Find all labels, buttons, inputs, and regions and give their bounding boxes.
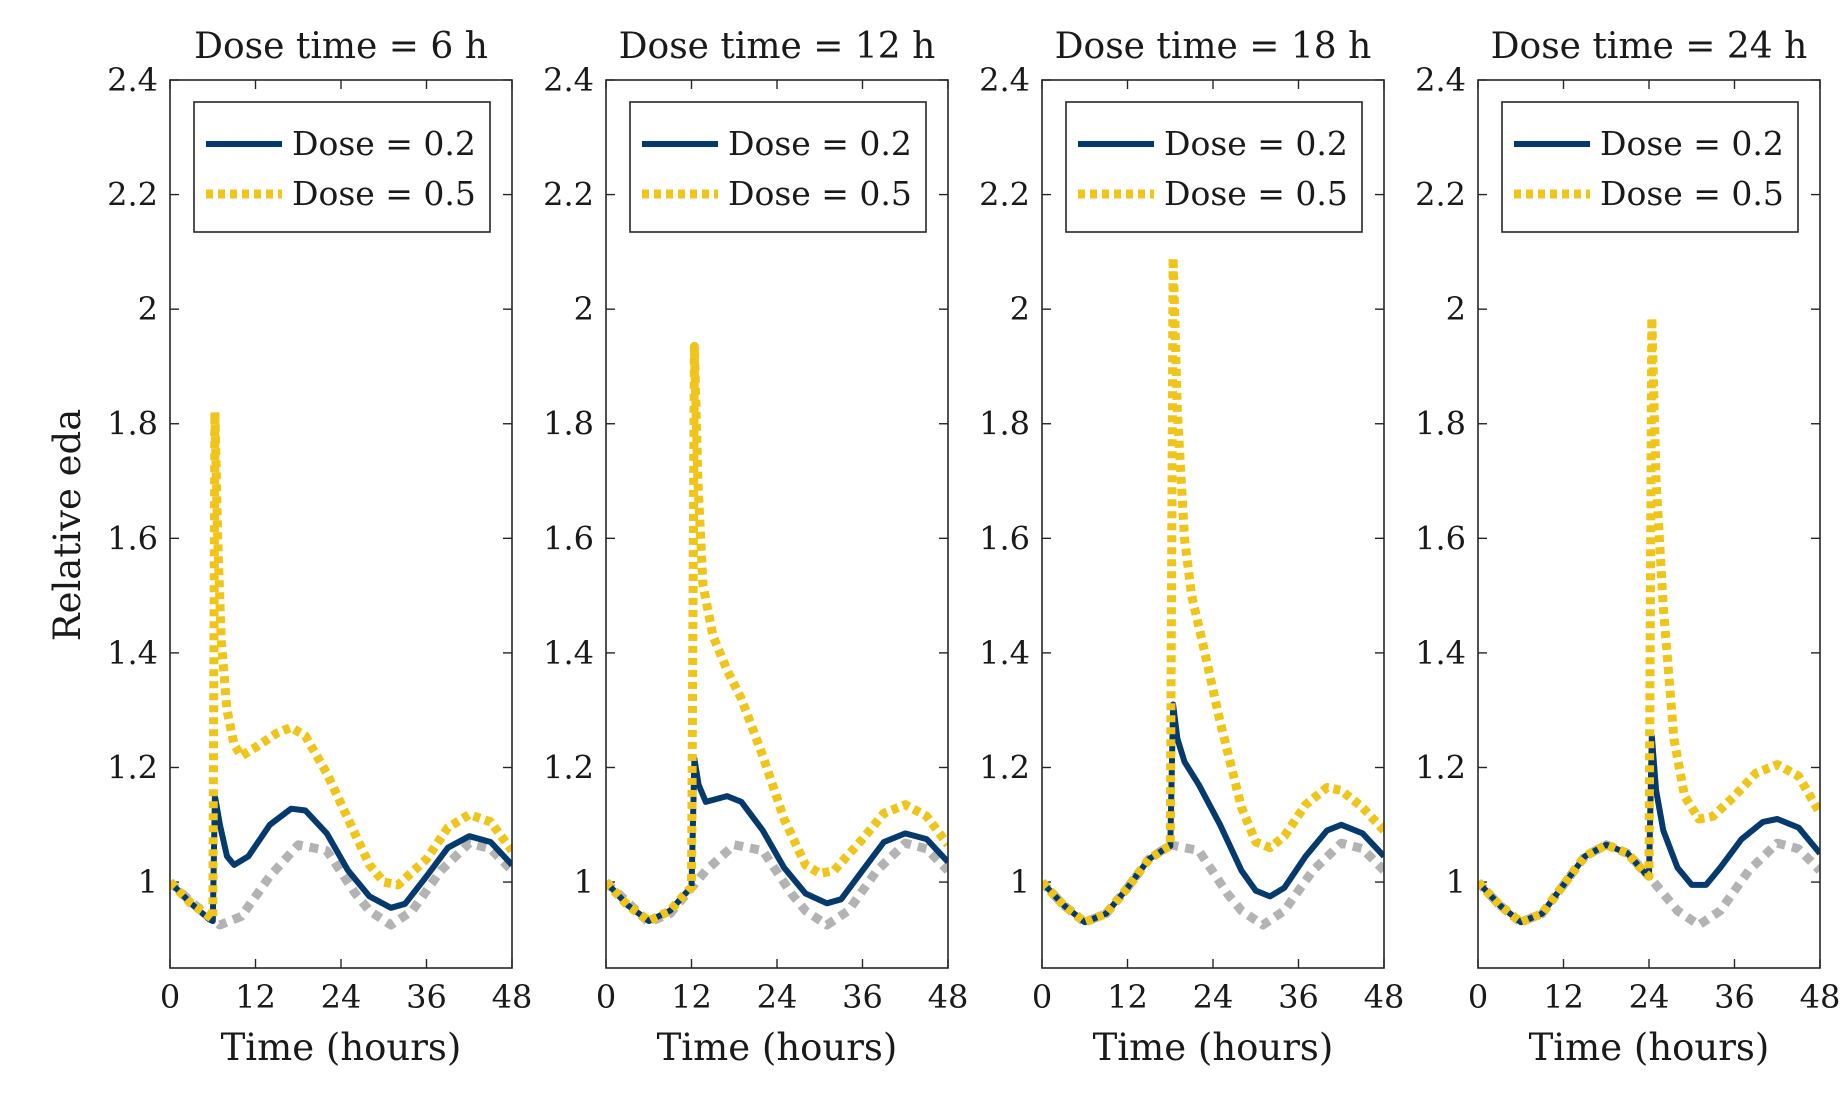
y-tick-label: 2.4: [107, 61, 158, 99]
y-tick-label: 1.4: [1415, 634, 1466, 672]
y-tick-label: 1.8: [107, 405, 158, 443]
x-tick-label: 0: [1032, 978, 1052, 1016]
x-tick-label: 24: [1193, 978, 1234, 1016]
x-tick-label: 48: [928, 978, 969, 1016]
x-axis-label: Time (hours): [657, 1026, 898, 1069]
y-tick-label: 1.4: [107, 634, 158, 672]
y-tick-label: 1.6: [1415, 519, 1466, 557]
axes-frame: [1041, 79, 1385, 969]
y-tick-label: 1.2: [107, 748, 158, 786]
y-tick-label: 2.2: [543, 176, 594, 214]
y-tick-label: 1.6: [107, 519, 158, 557]
panel-title: Dose time = 24 h: [1491, 26, 1808, 67]
legend-box: [1501, 101, 1799, 233]
series-line-dose-low: [1042, 701, 1384, 926]
x-tick-label: 36: [1714, 978, 1755, 1016]
series-line-dose-high: [1478, 313, 1820, 927]
y-tick-label: 1.4: [979, 634, 1030, 672]
x-tick-label: 24: [321, 978, 362, 1016]
x-tick-label: 12: [1543, 978, 1584, 1016]
legend-label: Dose = 0.5: [292, 174, 476, 213]
x-tick-label: 36: [1278, 978, 1319, 1016]
legend: Dose = 0.2 Dose = 0.5: [193, 101, 491, 233]
x-tick-label: 48: [1364, 978, 1405, 1016]
x-tick-label: 24: [757, 978, 798, 1016]
x-tick-label: 36: [406, 978, 447, 1016]
y-tick-label: 1.8: [1415, 405, 1466, 443]
chart-panel-2: Dose time = 12 h 1 1.2 1.4 1.6 1.8 2 2.2 2.4 0 12 2…: [543, 26, 968, 1069]
legend-label: Dose = 0.5: [728, 174, 912, 213]
y-tick-label: 1.4: [543, 634, 594, 672]
y-tick-label: 2: [574, 290, 594, 328]
x-tick-label: 0: [1468, 978, 1488, 1016]
legend: Dose = 0.2 Dose = 0.5: [1065, 101, 1363, 233]
y-tick-label: 1.8: [979, 405, 1030, 443]
legend-label: Dose = 0.2: [292, 124, 476, 163]
x-axis-label: Time (hours): [1529, 1026, 1770, 1069]
panel-title: Dose time = 18 h: [1055, 26, 1372, 67]
chart-panel-1: Dose time = 6 h 1 1.2 1.4 1.6 1.8 2 2.2 2.4 0 12 24…: [107, 26, 532, 1069]
y-tick-label: 2: [1010, 290, 1030, 328]
chart-panel-4: Dose time = 24 h 1 1.2 1.4 1.6 1.8 2 2.2 2.4 0 12 2…: [1415, 26, 1840, 1069]
legend-label: Dose = 0.2: [728, 124, 912, 163]
y-tick-label: 1: [1446, 863, 1466, 901]
x-axis-label: Time (hours): [1093, 1026, 1334, 1069]
y-tick-label: 2: [1446, 290, 1466, 328]
y-tick-label: 2.2: [1415, 176, 1466, 214]
legend-label: Dose = 0.5: [1600, 174, 1784, 213]
y-tick-label: 2.2: [979, 176, 1030, 214]
series-line-dose-high: [606, 341, 948, 926]
y-tick-label: 1.2: [1415, 748, 1466, 786]
chart-panel-3: Dose time = 18 h 1 1.2 1.4 1.6 1.8 2 2.2 2.4 0 12 2…: [979, 26, 1404, 1069]
legend: Dose = 0.2 Dose = 0.5: [1501, 101, 1799, 233]
legend-label: Dose = 0.5: [1164, 174, 1348, 213]
y-tick-label: 1: [1010, 863, 1030, 901]
x-tick-label: 36: [842, 978, 883, 1016]
y-tick-label: 1.8: [543, 405, 594, 443]
legend-box: [629, 101, 927, 233]
x-tick-label: 48: [492, 978, 533, 1016]
y-tick-label: 2.2: [107, 176, 158, 214]
series-line-dose-low: [170, 793, 512, 924]
legend-label: Dose = 0.2: [1164, 124, 1348, 163]
y-tick-label: 2: [138, 290, 158, 328]
x-tick-label: 12: [671, 978, 712, 1016]
series-line-dose-low: [606, 755, 948, 924]
axes-frame: [605, 79, 949, 969]
x-axis-label: Time (hours): [221, 1026, 462, 1069]
x-tick-label: 48: [1800, 978, 1841, 1016]
x-tick-label: 0: [160, 978, 180, 1016]
legend: Dose = 0.2 Dose = 0.5: [629, 101, 927, 233]
axes-frame: [169, 79, 513, 969]
legend-box: [1065, 101, 1363, 233]
x-tick-label: 12: [235, 978, 276, 1016]
y-tick-label: 2.4: [543, 61, 594, 99]
y-axis-label: Relative eda: [46, 409, 89, 642]
axes-frame: [1477, 79, 1821, 969]
x-tick-label: 0: [596, 978, 616, 1016]
y-tick-label: 1.6: [979, 519, 1030, 557]
legend-box: [193, 101, 491, 233]
series-line-baseline: [1042, 838, 1384, 930]
y-tick-label: 1.2: [543, 748, 594, 786]
y-tick-label: 1: [138, 863, 158, 901]
series-line-baseline: [170, 838, 512, 930]
series-line-dose-high: [1042, 253, 1384, 927]
y-tick-label: 1.6: [543, 519, 594, 557]
panel-title: Dose time = 6 h: [194, 26, 488, 67]
x-tick-label: 24: [1629, 978, 1670, 1016]
y-tick-label: 1: [574, 863, 594, 901]
panel-title: Dose time = 12 h: [619, 26, 936, 67]
legend-label: Dose = 0.2: [1600, 124, 1784, 163]
y-tick-label: 1.2: [979, 748, 1030, 786]
series-line-dose-high: [170, 407, 512, 924]
x-tick-label: 12: [1107, 978, 1148, 1016]
y-tick-label: 2.4: [1415, 61, 1466, 99]
y-tick-label: 2.4: [979, 61, 1030, 99]
